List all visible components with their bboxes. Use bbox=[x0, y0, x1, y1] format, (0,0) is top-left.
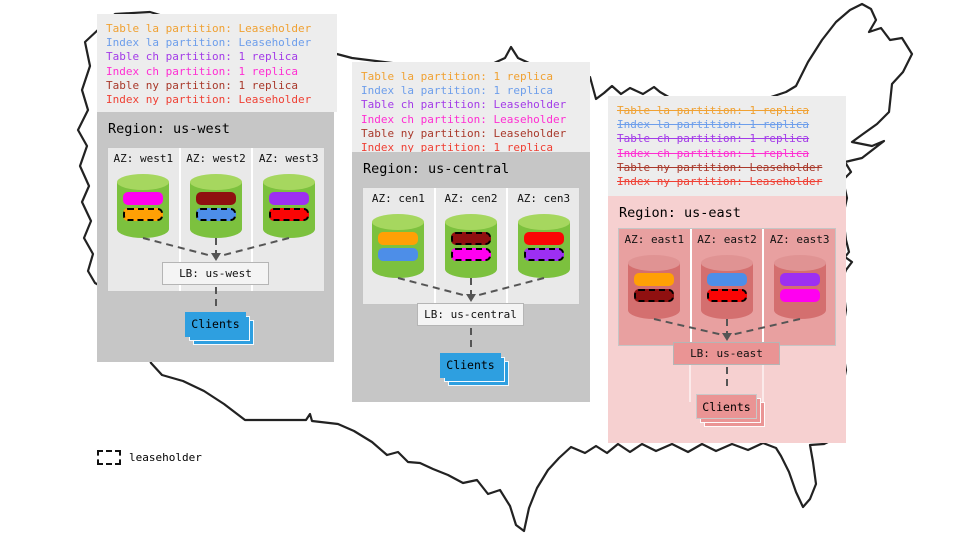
legend: leaseholder bbox=[97, 450, 202, 465]
partition-status-line: Table la partition: 1 replica bbox=[361, 70, 554, 83]
partition-status-line: Index ch partition: 1 replica bbox=[106, 64, 299, 78]
partition-bar bbox=[378, 232, 419, 245]
partition-status-line: Index ny partition: Leaseholder bbox=[617, 175, 823, 189]
az-zone: AZ: east3 bbox=[764, 229, 836, 345]
partition-bar bbox=[634, 273, 675, 286]
partition-bar bbox=[707, 273, 747, 286]
az-label: AZ: east2 bbox=[697, 233, 757, 246]
clients-stack: Clients bbox=[440, 353, 509, 386]
az-label: AZ: west1 bbox=[113, 152, 174, 165]
clients-box: Clients bbox=[440, 353, 501, 378]
cylinder-top bbox=[117, 174, 170, 190]
partition-status-line: Index la partition: 1 replica bbox=[361, 84, 554, 98]
az-zone: AZ: cen3 bbox=[508, 188, 580, 304]
partition-status-line: Table la partition: Leaseholder bbox=[106, 22, 312, 35]
leaseholder-swatch-icon bbox=[97, 450, 121, 465]
az-label: AZ: cen2 bbox=[444, 192, 498, 205]
partition-bar bbox=[523, 248, 564, 261]
az-label: AZ: east3 bbox=[769, 233, 830, 246]
az-label: AZ: cen1 bbox=[371, 192, 425, 205]
database-cylinder bbox=[190, 174, 242, 238]
clients-stack: Clients bbox=[185, 312, 254, 345]
region-us-west: Region: us-west AZ: west1 AZ: west2 bbox=[97, 112, 334, 362]
partition-status-line: Index ch partition: Leaseholder bbox=[361, 112, 567, 126]
partition-status-panel-us-west: Table la partition: Leaseholder Index la… bbox=[97, 14, 337, 112]
region-title: Region: us-west bbox=[108, 121, 230, 137]
partition-bar bbox=[268, 192, 309, 205]
cylinder-top bbox=[372, 214, 425, 230]
region-us-east: Region: us-east AZ: east1 AZ: east2 bbox=[608, 196, 846, 443]
partition-bar bbox=[268, 208, 309, 221]
partition-bar bbox=[196, 208, 236, 221]
partition-bar bbox=[123, 192, 164, 205]
cylinder-top bbox=[628, 255, 681, 271]
region-title: Region: us-east bbox=[619, 205, 741, 221]
partition-status-line: Index ch partition: 1 replica bbox=[617, 146, 810, 160]
partition-status-line: Table la partition: 1 replica bbox=[617, 104, 810, 117]
partition-bar bbox=[779, 289, 820, 302]
database-cylinder bbox=[628, 255, 681, 319]
cylinder-top bbox=[517, 214, 570, 230]
partition-status-line: Table ny partition: 1 replica bbox=[106, 78, 299, 92]
az-zone: AZ: cen1 bbox=[363, 188, 434, 304]
database-cylinder bbox=[372, 214, 425, 278]
load-balancer-box: LB: us-east bbox=[673, 342, 780, 365]
cylinder-top bbox=[701, 255, 753, 271]
partition-status-line: Index la partition: Leaseholder bbox=[106, 36, 312, 50]
partition-bar bbox=[123, 208, 164, 221]
az-row: AZ: cen1 AZ: cen2 AZ: cen3 bbox=[362, 187, 580, 305]
partition-bar bbox=[196, 192, 236, 205]
partition-bar bbox=[451, 232, 491, 245]
load-balancer-box: LB: us-west bbox=[162, 262, 269, 285]
cylinder-top bbox=[773, 255, 826, 271]
cylinder-top bbox=[262, 174, 315, 190]
partition-status-panel-us-east: Table la partition: 1 replica Index la p… bbox=[608, 96, 846, 196]
clients-box: Clients bbox=[696, 394, 757, 419]
region-title: Region: us-central bbox=[363, 161, 510, 177]
az-label: AZ: cen3 bbox=[517, 192, 571, 205]
az-zone: AZ: east2 bbox=[691, 229, 763, 345]
az-zone: AZ: east1 bbox=[619, 229, 690, 345]
cylinder-top bbox=[190, 174, 242, 190]
partition-status-line: Table ch partition: 1 replica bbox=[617, 132, 810, 146]
clients-box: Clients bbox=[185, 312, 246, 337]
az-separator-line bbox=[762, 346, 764, 402]
partition-status-line: Table ch partition: Leaseholder bbox=[361, 98, 567, 112]
cylinder-top bbox=[445, 214, 497, 230]
partition-bar bbox=[378, 248, 419, 261]
partition-status-panel-us-central: Table la partition: 1 replica Index la p… bbox=[352, 62, 590, 155]
partition-bar bbox=[634, 289, 675, 302]
load-balancer-box: LB: us-central bbox=[417, 303, 524, 326]
partition-bar bbox=[451, 248, 491, 261]
database-cylinder bbox=[262, 174, 315, 238]
az-label: AZ: east1 bbox=[624, 233, 685, 246]
partition-bar bbox=[779, 273, 820, 286]
az-zone: AZ: west1 bbox=[108, 148, 179, 291]
database-cylinder bbox=[517, 214, 570, 278]
az-label: AZ: west3 bbox=[258, 152, 319, 165]
az-separator-line bbox=[689, 346, 691, 402]
az-row: AZ: east1 AZ: east2 AZ: east3 bbox=[618, 228, 836, 346]
partition-status-line: Table ny partition: Leaseholder bbox=[617, 160, 823, 174]
database-cylinder bbox=[117, 174, 170, 238]
region-us-central: Region: us-central AZ: cen1 AZ: cen2 bbox=[352, 152, 590, 402]
partition-status-line: Index la partition: 1 replica bbox=[617, 118, 810, 132]
partition-bar bbox=[523, 232, 564, 245]
partition-status-line: Index ny partition: 1 replica bbox=[361, 141, 554, 155]
database-cylinder bbox=[701, 255, 753, 319]
legend-label: leaseholder bbox=[129, 451, 202, 464]
partition-status-line: Table ch partition: 1 replica bbox=[106, 50, 299, 64]
database-cylinder bbox=[445, 214, 497, 278]
az-label: AZ: west2 bbox=[186, 152, 246, 165]
partition-status-line: Index ny partition: Leaseholder bbox=[106, 93, 312, 107]
az-zone: AZ: cen2 bbox=[435, 188, 507, 304]
partition-bar bbox=[707, 289, 747, 302]
clients-stack: Clients bbox=[696, 394, 765, 427]
database-cylinder bbox=[773, 255, 826, 319]
partition-status-line: Table ny partition: Leaseholder bbox=[361, 126, 567, 140]
